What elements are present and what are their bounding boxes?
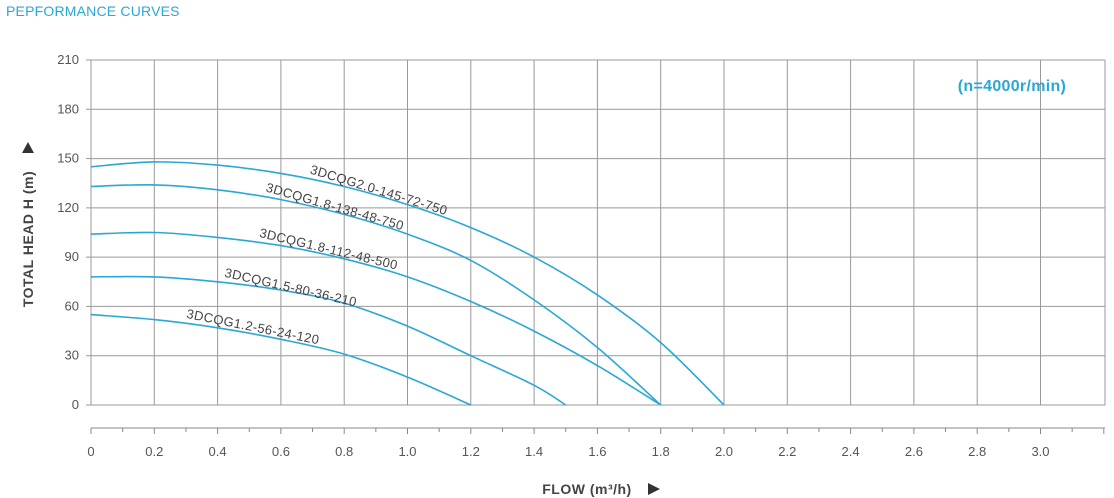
y-tick-label: 30 (65, 348, 79, 363)
series-line (90, 313, 472, 406)
x-tick-label: 1.2 (462, 444, 480, 459)
y-axis-arrow (22, 142, 34, 153)
x-tick-label: 2.4 (842, 444, 860, 459)
series-label: 3DCQG1.5-80-36-210 (223, 265, 358, 310)
x-tick-label: 2.2 (778, 444, 796, 459)
page-title: PEPFORMANCE CURVES (6, 3, 180, 19)
series-line (90, 161, 725, 406)
y-tick-label: 150 (57, 151, 79, 166)
x-tick-label: 0.2 (145, 444, 163, 459)
series-label: 3DCQG1.8-112-48-500 (258, 225, 399, 272)
y-axis-title: TOTAL HEAD H (m) (20, 171, 36, 307)
series-line (90, 275, 567, 406)
speed-annotation: (n=4000r/min) (958, 78, 1066, 95)
x-tick-label: 3.0 (1031, 444, 1049, 459)
x-tick-label: 0 (87, 444, 94, 459)
x-tick-label: 0.6 (272, 444, 290, 459)
x-tick-label: 2.0 (715, 444, 733, 459)
x-tick-label: 2.8 (968, 444, 986, 459)
labels: 3DCQG2.0-145-72-7503DCQG1.8-138-48-7503D… (185, 162, 449, 348)
x-tick-label: 0.8 (335, 444, 353, 459)
x-tick-label: 1.0 (398, 444, 416, 459)
y-tick-label: 0 (72, 397, 79, 412)
x-axis-arrow (648, 483, 660, 495)
x-tick-label: 2.6 (905, 444, 923, 459)
y-tick-label: 180 (57, 101, 79, 116)
grid (90, 59, 1106, 406)
y-tick-label: 210 (57, 52, 79, 67)
curves (90, 161, 725, 406)
x-tick-label: 1.8 (652, 444, 670, 459)
series-line (90, 231, 662, 406)
x-tick-label: 1.4 (525, 444, 543, 459)
x-axis-title: FLOW (m³/h) (542, 481, 631, 497)
x-tick-label: 0.4 (209, 444, 227, 459)
y-tick-label: 120 (57, 200, 79, 215)
axes: 0 30 60 90 120 150 180 210 0 0.2 0.4 0.6 0.8 1.0 1.2 1.… (57, 52, 1105, 459)
y-tick-label: 60 (65, 298, 79, 313)
y-tick-label: 90 (65, 249, 79, 264)
x-tick-label: 1.6 (588, 444, 606, 459)
series-line (90, 183, 662, 406)
